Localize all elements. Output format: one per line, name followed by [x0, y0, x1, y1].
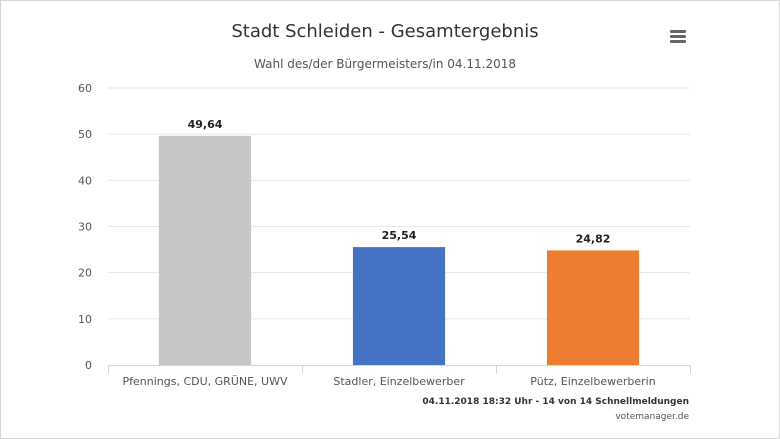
y-tick-label: 0: [85, 359, 92, 372]
y-tick-label: 60: [78, 82, 92, 95]
y-tick-label: 10: [78, 313, 92, 326]
x-tick-label: Pfennings, CDU, GRÜNE, UWV: [123, 375, 288, 388]
credits-link[interactable]: votemanager.de: [615, 412, 689, 422]
chart-title: Stadt Schleiden - Gesamtergebnis: [231, 21, 539, 42]
data-label: 24,82: [576, 232, 611, 245]
chart-subtitle: Wahl des/der Bürgermeisters/in 04.11.201…: [254, 57, 516, 71]
y-tick-label: 40: [78, 174, 92, 187]
x-tick-label: Stadler, Einzelbewerber: [333, 375, 465, 388]
data-label: 25,54: [382, 229, 417, 242]
data-label: 49,64: [188, 118, 223, 131]
credits-timestamp: 04.11.2018 18:32 Uhr - 14 von 14 Schnell…: [422, 397, 689, 407]
bar: [352, 247, 446, 365]
y-tick-label: 20: [78, 267, 92, 280]
bar: [546, 250, 640, 365]
x-tick-label: Pütz, Einzelbewerberin: [530, 375, 655, 388]
hamburger-menu-icon[interactable]: [665, 26, 693, 48]
y-tick-label: 50: [78, 128, 92, 141]
bar: [158, 135, 252, 365]
y-tick-label: 30: [78, 221, 92, 234]
